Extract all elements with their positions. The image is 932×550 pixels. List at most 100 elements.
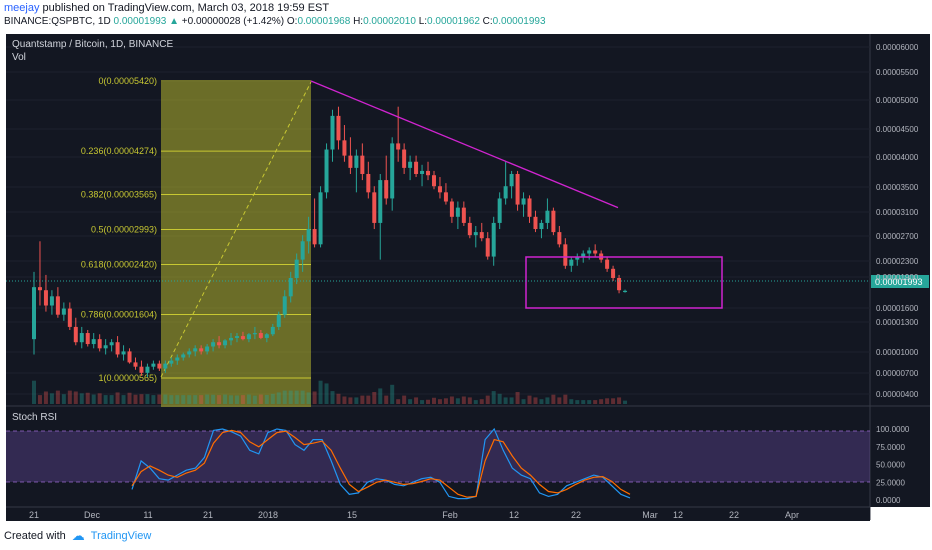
time-tick-label: Dec [84,510,101,520]
volume-bar [43,391,48,404]
volume-bar [55,390,60,404]
chart-title: Quantstamp / Bitcoin, 1D, BINANCE [12,39,174,50]
volume-bar [37,395,42,404]
candle-body [276,314,281,327]
volume-bar [521,399,526,404]
candle-body [103,345,108,349]
fib-retracement[interactable]: 0(0.00005420) 0.236(0.00004274) 0.382(0.00… [81,76,311,383]
volume-bar [324,383,329,404]
volume-bar [473,400,478,404]
candle-body [497,198,502,223]
volume-bar [408,399,413,404]
volume-bar [223,394,228,404]
volume-bar [354,397,359,404]
volume-bar [306,392,311,404]
volume-bar [264,394,269,404]
volume-bar [342,396,347,404]
volume-bar [276,392,281,404]
volume-bar [252,395,257,404]
fib-range-fill [161,82,311,407]
candle-body [223,340,228,346]
o-label: O: [286,16,298,27]
volume-bar [175,395,180,404]
candle-body [199,348,204,352]
volume-bar [181,395,186,404]
price-tick-label: 0.00003100 [876,208,919,217]
time-axis[interactable] [6,507,870,521]
volume-bar [336,393,341,404]
volume-bar [49,393,54,404]
candle-body [384,180,389,199]
tradingview-brand[interactable]: TradingView [90,530,152,542]
candle-body [85,333,90,345]
volume-bar [503,397,508,404]
volume-bar [605,398,610,404]
volume-bar [611,398,616,404]
candle-body [515,173,520,205]
volume-bar [246,394,251,404]
candle-body [252,333,257,335]
author-link[interactable]: meejay [4,2,40,14]
volume-bar [545,397,550,404]
candle-body [49,296,54,306]
volume-bar [372,392,377,404]
candle-body [533,216,538,230]
volume-bar [360,395,365,404]
candle-body [527,198,532,217]
candle-body [115,342,120,355]
volume-bar [551,394,556,404]
candle-body [55,296,60,315]
candle-body [163,363,168,369]
price-tick-label: 0.00004500 [876,125,919,134]
volume-bar [145,394,150,404]
time-tick-label: 22 [571,510,581,520]
volume-bar [163,394,168,404]
volume-bar [61,394,66,404]
volume-bar [509,397,514,404]
candle-body [414,161,419,174]
price-tick-label: 0.00000700 [876,369,919,378]
trendline[interactable] [310,80,619,209]
price-tick-label: 0.00003500 [876,183,919,192]
time-tick-label: 21 [29,510,39,520]
volume-bar [270,393,275,404]
stoch-rsi-band [6,431,870,482]
volume-bar [384,395,389,404]
candle-body [145,366,150,373]
volume-bar [378,388,383,404]
published-text: published on TradingView.com, March 03, … [42,2,330,14]
candle-body [551,210,556,233]
volume-bar [312,391,317,404]
candle-body [240,336,245,340]
candle-body [426,170,431,176]
candle-body [473,232,478,236]
stoch-rsi-ticks: 100.0000 75.0000 50.0000 25.0000 0.0000 [876,425,910,505]
candle-body [623,290,628,293]
time-tick-label: Feb [442,510,458,520]
volume-bar [527,395,532,404]
l-label: L: [418,16,428,27]
volume-bar [390,384,395,404]
vol-label: Vol [12,52,26,63]
volume-bar [575,400,580,404]
volume-bar [234,395,239,404]
time-tick-label: Mar [642,510,658,520]
price-tick-label: 0.00006000 [876,43,919,52]
candle-body [575,256,580,260]
candle-body [485,238,490,257]
candle-body [431,175,436,187]
fib-level-label: 0.618(0.00002420) [81,260,157,270]
candle-body [467,222,472,236]
price-ticks: 0.00006000 0.00005500 0.00005000 0.00004500… [876,43,919,399]
price-axis[interactable] [870,34,930,507]
volume-bar [366,395,371,404]
h-value: 0.00002010 [363,16,416,27]
fib-level-label: 0.5(0.00002993) [91,224,157,234]
volume-bar [491,391,496,404]
price-tick-label: 0.00002700 [876,232,919,241]
highlight-box[interactable] [525,256,723,309]
volume-bar [217,395,222,404]
candle-body [420,170,425,174]
price-tick-label: 0.00001300 [876,318,919,327]
price-chart[interactable]: 0(0.00005420) 0.236(0.00004274) 0.382(0.00… [0,30,932,530]
